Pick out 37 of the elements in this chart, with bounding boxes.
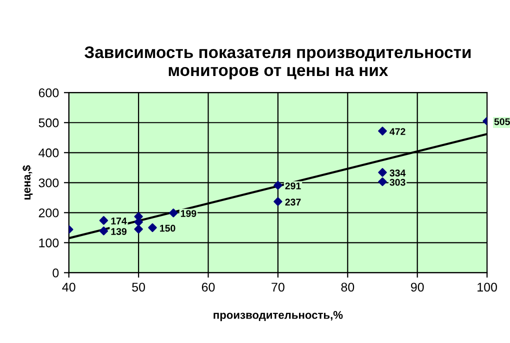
x-tick-label: 90 (410, 282, 424, 292)
point (99, 216, 108, 225)
point (378, 177, 387, 186)
point (148, 223, 157, 232)
y-tick-label: 100 (39, 238, 59, 248)
point (99, 226, 108, 236)
data-label: 303 (390, 178, 406, 186)
y-tick-label: 500 (38, 118, 59, 128)
y-tick-label: 400 (38, 148, 59, 158)
point (169, 208, 178, 218)
y-axis-title: цена,$ (22, 165, 33, 200)
y-tick-label: 200 (38, 208, 59, 218)
data-label: 150 (160, 224, 176, 232)
x-tick-label: 80 (341, 282, 354, 292)
y-tick-label: 300 (38, 178, 59, 188)
data-label: 139 (111, 228, 127, 235)
x-tick-label: 70 (272, 282, 284, 292)
data-label: 505 (494, 118, 510, 126)
y-tick-label: 0 (52, 268, 59, 278)
x-axis-title: производительность,% (214, 311, 343, 322)
x-tick-label: 100 (478, 282, 497, 292)
point (274, 180, 282, 190)
x-tick-label: 60 (202, 282, 215, 292)
y-tick-label: 600 (38, 88, 59, 98)
x-tick-label: 50 (132, 282, 146, 292)
data-label: 472 (390, 128, 406, 135)
data-label: 334 (390, 170, 406, 176)
point (134, 224, 143, 234)
data-label: 237 (285, 198, 301, 206)
chart-title: Зависимость показателя производительности мониторов от цены на них (84, 46, 471, 80)
data-label: 291 (285, 182, 301, 190)
point (274, 197, 282, 206)
point (378, 168, 387, 177)
data-label: 199 (180, 210, 196, 217)
x-tick-label: 40 (62, 282, 76, 292)
data-label: 174 (111, 218, 127, 224)
point (378, 126, 387, 136)
